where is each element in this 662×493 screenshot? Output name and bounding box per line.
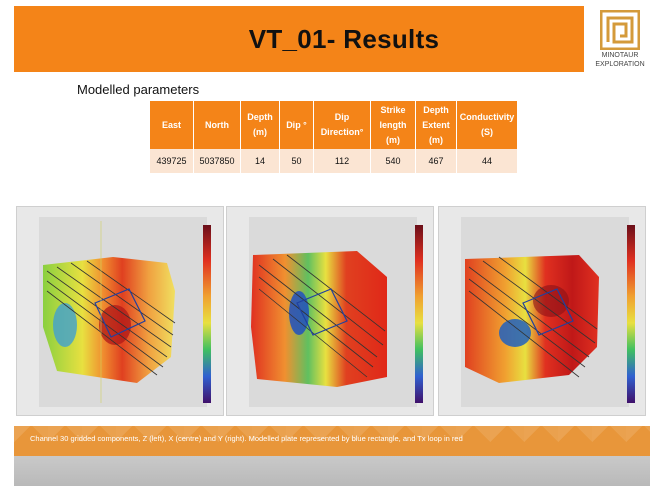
header-cell-north: North [193,101,241,149]
z-component-plot [16,206,224,416]
caption-band: Channel 30 gridded components, Z (left),… [14,426,650,456]
logo-line2: EXPLORATION [595,61,645,68]
x-component-plot [226,206,434,416]
header-cell-depth: Depth (m) [240,101,280,149]
footer-band [14,456,650,486]
z-component-image [39,217,211,407]
header-cell-depth-extent: Depth Extent (m) [415,101,457,149]
value-depth-extent: 467 [415,149,457,173]
header-line: Extent [422,119,450,130]
section-heading: Modelled parameters [77,82,200,97]
header-line: Dip [334,112,350,122]
header-line: (S) [481,127,493,137]
company-logo: MINOTAUR EXPLORATION [590,10,650,74]
header-cell-east: East [150,101,194,149]
header-cell-conductivity: Conductivity (S) [456,101,518,149]
y-component-image [461,217,635,407]
value-conductivity: 44 [456,149,518,173]
header-line: Strike [380,104,406,115]
header-line: (m) [429,134,443,145]
x-component-image [249,217,423,407]
labyrinth-icon [600,10,640,50]
header-line: (m) [386,134,400,145]
header-line: Conductivity [459,112,515,122]
header-line: length [379,119,407,130]
value-north: 5037850 [193,149,241,173]
header-line: East [161,119,181,130]
header-cell-dip: Dip ° [279,101,314,149]
y-component-plot [438,206,646,416]
header-line: North [205,119,229,130]
params-value-row: 439725 5037850 14 50 112 540 467 44 [150,149,518,173]
params-header-row: East North Depth (m) Dip ° Dip Direction° … [150,101,518,149]
value-strike-length: 540 [370,149,416,173]
value-east: 439725 [150,149,194,173]
header-line: Depth [247,112,273,122]
value-depth: 14 [240,149,280,173]
header-line: Direction° [320,127,364,137]
value-dip: 50 [279,149,314,173]
title-bar: VT_01- Results [14,6,584,72]
figure-caption: Channel 30 gridded components, Z (left),… [30,434,463,443]
header-line: (m) [253,127,267,137]
slide-title: VT_01- Results [248,23,440,54]
value-dip-direction: 112 [313,149,371,173]
logo-line1: MINOTAUR [601,52,639,59]
header-line: Depth [423,104,449,115]
params-table: East North Depth (m) Dip ° Dip Direction° … [150,101,518,173]
header-cell-dip-direction: Dip Direction° [313,101,371,149]
header-line: Dip ° [286,119,307,130]
header-cell-strike-length: Strike length (m) [370,101,416,149]
